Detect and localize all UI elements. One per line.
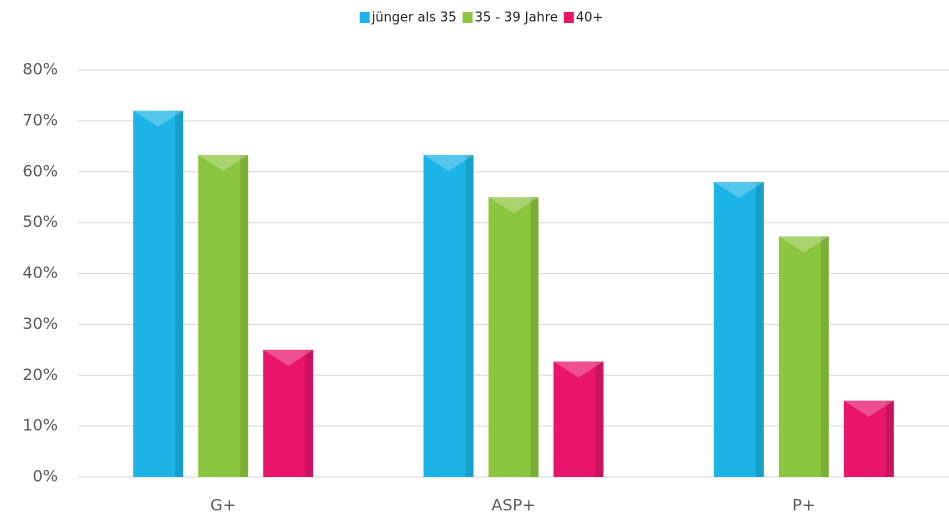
y-tick-label: 80% xyxy=(22,60,58,79)
bar-bevel xyxy=(198,154,249,171)
legend-label: 35 - 39 Jahre xyxy=(475,11,558,26)
x-tick-label: P+ xyxy=(792,496,815,515)
bar-shade xyxy=(175,110,184,477)
bar-shade xyxy=(820,236,829,477)
bar-bevel xyxy=(423,154,474,171)
bar xyxy=(263,349,314,477)
bar-shade xyxy=(595,361,604,477)
bar-shade xyxy=(530,197,539,477)
y-tick-label: 60% xyxy=(22,161,58,180)
y-tick-label: 70% xyxy=(22,110,58,129)
bar xyxy=(553,361,604,477)
bar xyxy=(423,154,474,477)
y-tick-label: 30% xyxy=(22,314,58,333)
bar-bevel xyxy=(778,236,829,253)
y-tick-label: 10% xyxy=(22,416,58,435)
bar-bevel xyxy=(713,181,764,198)
bar-shade xyxy=(240,154,249,477)
y-tick-label: 50% xyxy=(22,212,58,231)
bar-bevel xyxy=(263,349,314,366)
bar xyxy=(713,181,764,478)
bar-bevel xyxy=(553,361,604,378)
bar-shade xyxy=(755,181,764,478)
legend-swatch xyxy=(359,12,370,23)
bar-shade xyxy=(305,349,314,477)
legend-label: 40+ xyxy=(576,11,603,26)
y-tick-label: 0% xyxy=(33,467,58,486)
bar-bevel xyxy=(843,400,894,417)
x-tick-label: G+ xyxy=(210,496,236,515)
bar xyxy=(488,197,539,477)
legend-swatch xyxy=(462,12,473,23)
legend: jünger als 35 35 - 39 Jahre 40+ xyxy=(359,11,603,26)
bar xyxy=(133,110,184,477)
x-tick-label: ASP+ xyxy=(491,496,535,515)
legend-label: jünger als 35 xyxy=(371,11,457,26)
legend-swatch xyxy=(563,12,574,23)
bar-shade xyxy=(465,154,474,477)
bar-bevel xyxy=(133,110,184,127)
y-tick-label: 20% xyxy=(22,365,58,384)
bar xyxy=(843,400,894,477)
bar-shade xyxy=(885,400,894,477)
bar xyxy=(778,236,829,477)
bar-bevel xyxy=(488,197,539,214)
bar xyxy=(198,154,249,477)
y-tick-label: 40% xyxy=(22,263,58,282)
